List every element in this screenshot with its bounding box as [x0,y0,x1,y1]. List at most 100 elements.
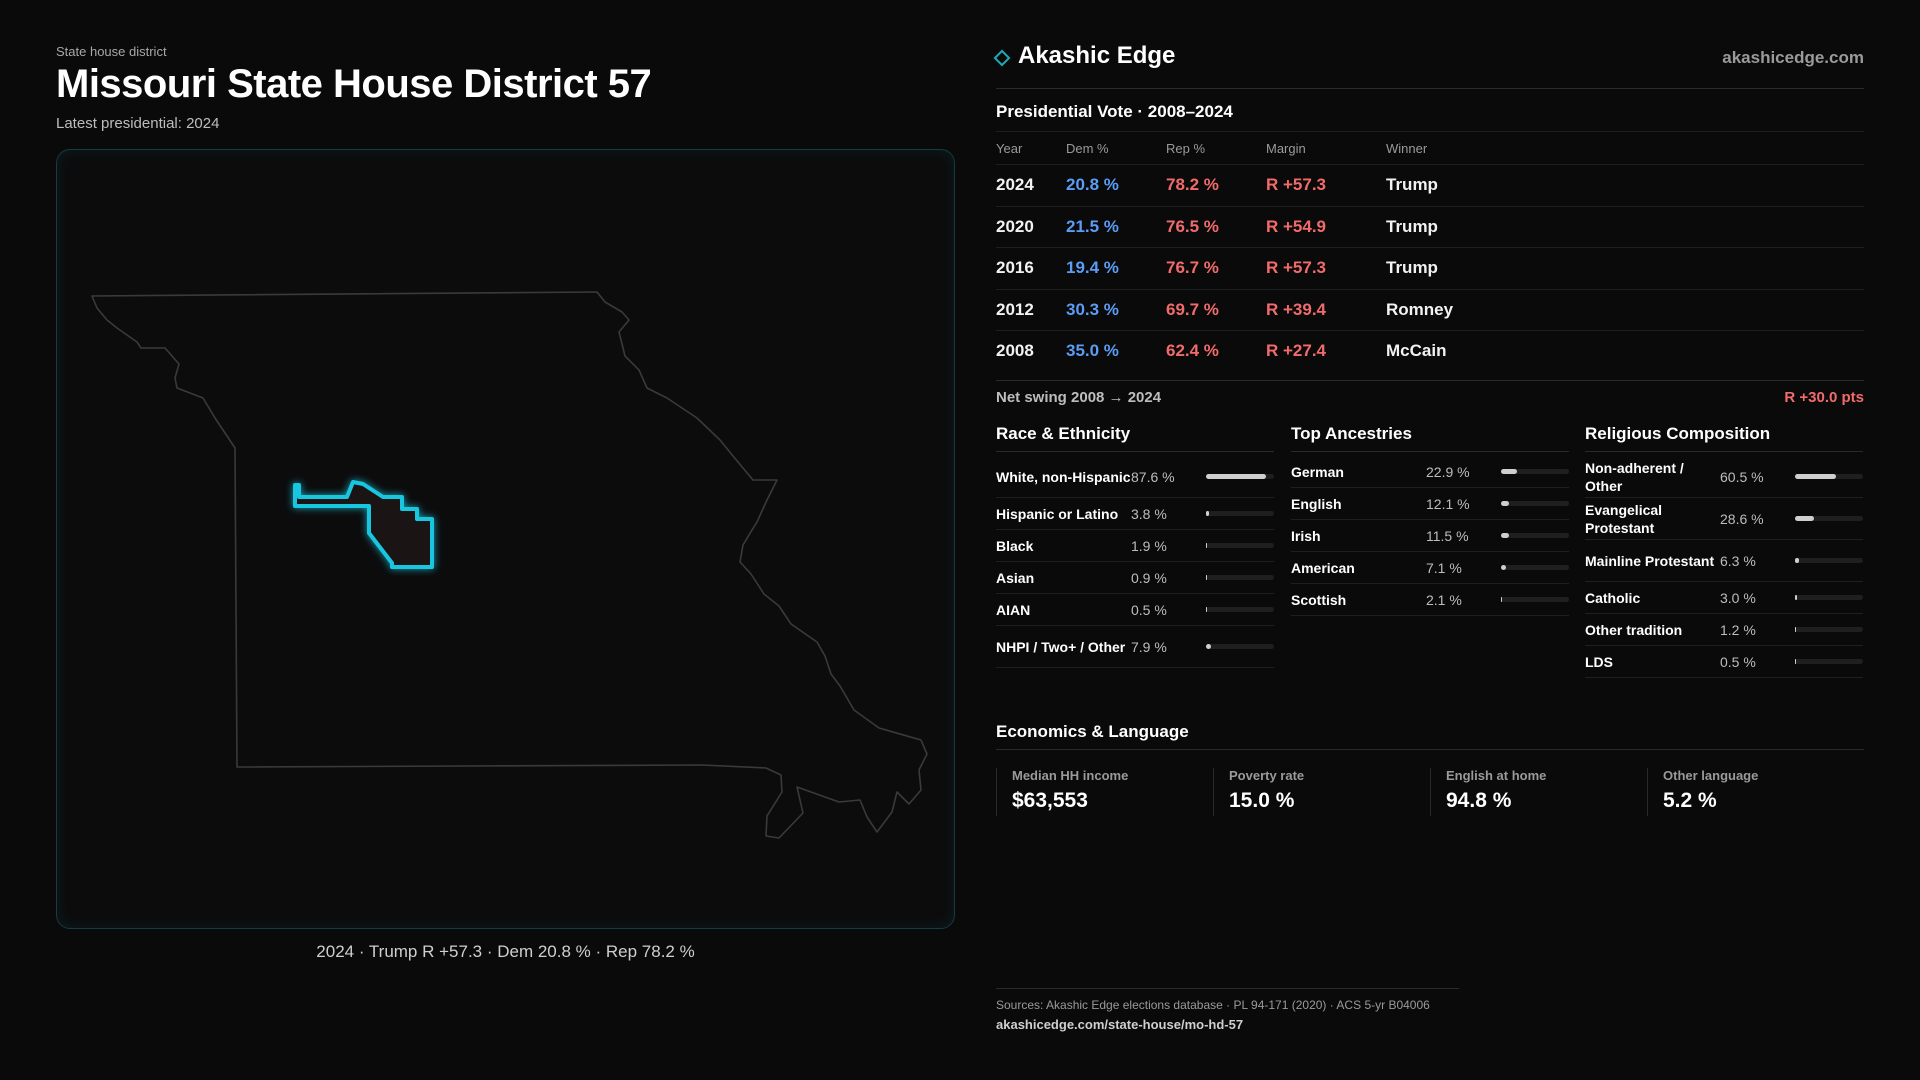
stat-value: 5.2 % [1663,789,1717,812]
religion-bar [1795,659,1863,664]
race-bar [1206,644,1274,649]
stat-value: $63,553 [1012,789,1088,812]
bar-fill [1795,474,1837,479]
year-cell: 2024 [996,175,1034,195]
year-cell: 2020 [996,216,1034,236]
ancestry-bar [1501,597,1569,602]
ancestry-pct: 11.5 % [1426,527,1469,544]
bar-fill [1795,558,1800,563]
list-item: White, non-Hispanic 87.6 % [996,456,1274,498]
race-bar [1206,543,1274,548]
religion-bar [1795,627,1863,632]
race-label: Black [996,537,1034,554]
list-item: Irish 11.5 % [1291,520,1569,552]
table-row: 2024 20.8 % 78.2 % R +57.3 Trump [996,164,1864,206]
margin-cell: R +57.3 [1266,175,1327,195]
year-cell: 2008 [996,341,1034,361]
list-item: Mainline Protestant 6.3 % [1585,540,1863,582]
ancestry-pct: 2.1 % [1426,591,1462,608]
dem-cell: 20.8 % [1066,175,1119,195]
ancestry-bar [1501,469,1569,474]
rep-cell: 76.5 % [1166,216,1219,236]
ancestry-label: Scottish [1291,591,1347,608]
column-header-margin: Margin [1266,140,1306,156]
presidential-vote-title: Presidential Vote · 2008–2024 [996,102,1233,121]
column-header-rep: Rep % [1166,140,1206,156]
table-header-row: Year Dem % Rep % Margin Winner [996,131,1864,164]
ancestry-pct: 7.1 % [1426,559,1462,576]
sources-text: Sources: Akashic Edge elections database… [996,998,1430,1012]
stat-label: Other language [1663,768,1759,783]
religion-bar [1795,558,1863,563]
column-header-winner: Winner [1386,140,1428,156]
race-label: Asian [996,569,1035,586]
stat-other-language: Other language 5.2 % [1647,768,1864,816]
ancestry-pct: 22.9 % [1426,463,1470,480]
bar-fill [1795,516,1815,521]
district-57-shape[interactable] [293,480,434,569]
religion-label: Mainline Protestant [1585,552,1715,569]
bar-fill [1501,533,1509,538]
column-header-dem: Dem % [1066,140,1109,156]
brand-url-link[interactable]: akashicedge.com [1722,48,1864,67]
table-row: 2020 21.5 % 76.5 % R +54.9 Trump [996,205,1864,248]
race-bar [1206,511,1274,516]
table-row: 2016 19.4 % 76.7 % R +57.3 Trump [996,247,1864,289]
list-item: German 22.9 % [1291,456,1569,488]
religion-bar [1795,474,1863,479]
list-item: Asian 0.9 % [996,562,1274,594]
list-item: Catholic 3.0 % [1585,582,1863,614]
winner-cell: Trump [1386,216,1438,236]
margin-cell: R +54.9 [1266,216,1327,236]
source-url-link[interactable]: akashicedge.com/state-house/mo-hd-57 [996,1017,1244,1032]
race-label: NHPI / Two+ / Other [996,638,1126,655]
race-pct: 3.8 % [1131,505,1167,522]
bar-fill [1795,659,1797,664]
ancestry-label: Irish [1291,527,1321,544]
table-row: 2008 35.0 % 62.4 % R +27.4 McCain [996,330,1864,372]
religion-pct: 1.2 % [1720,621,1756,638]
religion-label: Non-adherent / Other [1585,459,1684,494]
bar-fill [1501,597,1503,602]
race-bar [1206,474,1274,479]
missouri-state-outline [91,291,928,839]
net-swing-value: R +30.0 pts [1784,389,1864,406]
bar-fill [1795,627,1797,632]
bar-fill [1206,607,1208,612]
ancestry-label: English [1291,495,1342,512]
list-item: Scottish 2.1 % [1291,584,1569,616]
bar-fill [1206,474,1266,479]
list-item: Hispanic or Latino 3.8 % [996,498,1274,530]
ancestries-panel: Top Ancestries German 22.9 % English 12.… [1291,424,1569,616]
bar-fill [1795,595,1798,600]
stat-label: English at home [1446,768,1547,783]
brand-diamond-icon [993,49,1011,67]
year-cell: 2016 [996,258,1034,278]
stat-value: 94.8 % [1446,789,1512,812]
race-label: Hispanic or Latino [996,505,1119,522]
religion-bar [1795,595,1863,600]
bar-fill [1501,565,1506,570]
margin-cell: R +39.4 [1266,299,1327,319]
stat-poverty-rate: Poverty rate 15.0 % [1213,768,1430,816]
rep-cell: 69.7 % [1166,299,1219,319]
dem-cell: 19.4 % [1066,258,1119,278]
race-pct: 0.5 % [1131,601,1167,618]
brand-name: Akashic Edge [1018,42,1176,69]
margin-cell: R +57.3 [1266,258,1327,278]
ancestry-pct: 12.1 % [1426,495,1470,512]
dem-cell: 35.0 % [1066,341,1119,361]
rep-cell: 76.7 % [1166,258,1219,278]
map-panel[interactable] [56,149,955,929]
rep-cell: 62.4 % [1166,341,1219,361]
stat-value: 15.0 % [1229,789,1295,812]
race-pct: 7.9 % [1131,638,1167,655]
presidential-vote-table: Year Dem % Rep % Margin Winner 2024 20.8… [996,131,1864,372]
religion-pct: 60.5 % [1720,468,1764,485]
list-item: Black 1.9 % [996,530,1274,562]
race-bar [1206,575,1274,580]
net-swing-label: Net swing 2008 → 2024 [996,389,1162,406]
column-header-year: Year [996,140,1023,156]
race-pct: 1.9 % [1131,537,1167,554]
list-item: Non-adherent / Other 60.5 % [1585,456,1863,498]
